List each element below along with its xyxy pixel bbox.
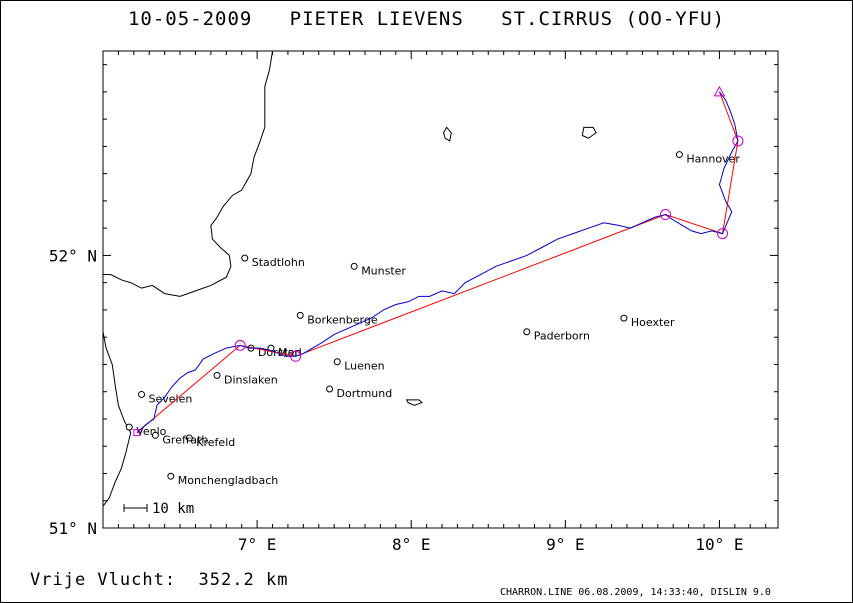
city-label: Grefrath [162, 433, 208, 446]
city-label: Stadtlohn [252, 256, 305, 269]
lake-outline [581, 126, 597, 139]
country-border [102, 331, 132, 507]
finish-marker [713, 85, 726, 97]
city-marker [675, 151, 683, 159]
lake-outline [405, 399, 423, 406]
scale-bar: 10 km [123, 501, 194, 517]
turnpoints [133, 85, 744, 437]
y-axis-label: 51° N [49, 519, 97, 538]
city-label: Dinslaken [224, 373, 278, 386]
city-marker [333, 358, 341, 366]
scale-bar-label: 10 km [152, 501, 194, 517]
turnpoint-marker [717, 228, 729, 240]
flight-track [136, 91, 739, 433]
footer-credit: CHARRON.LINE 06.08.2009, 14:33:40, DISLI… [500, 587, 771, 598]
city-label: Paderborn [534, 330, 590, 343]
axis-labels: 7° E 8° E 9° E 10° E 52° N 51° N [49, 246, 744, 554]
city-marker [138, 390, 146, 398]
city-marker [296, 311, 304, 319]
plot-frame [102, 50, 779, 529]
track-line [136, 91, 739, 433]
distance-label: Vrije Vlucht: [30, 570, 177, 590]
city-marker [241, 254, 249, 262]
city-label: Luenen [344, 360, 384, 373]
country-border [103, 50, 274, 297]
city-label: Marl [278, 346, 302, 359]
city-label: Dortmund [337, 387, 393, 400]
city-marker [185, 434, 193, 442]
lake-outline [443, 126, 452, 142]
y-axis-label: 52° N [49, 246, 97, 265]
city-marker [151, 431, 159, 439]
city-label: Venlo [136, 425, 166, 438]
flight-date: 10-05-2009 [127, 8, 253, 30]
city-label: Krefeld [196, 436, 235, 449]
city-marker [523, 328, 531, 336]
turnpoint-marker [660, 209, 671, 221]
city-label: Sevelen [149, 392, 193, 405]
city-label: Hoexter [631, 316, 675, 329]
map-title: 10-05-2009 PIETER LIEVENS ST.CIRRUS (OO-… [0, 8, 853, 30]
turnpoint-marker [290, 350, 302, 362]
cities: StadtlohnMunsterBorkenbergeHannoverHoext… [125, 151, 740, 487]
x-axis-label: 9° E [546, 535, 585, 554]
city-label: Monchengladbach [178, 474, 278, 487]
map-frame [102, 50, 779, 529]
city-marker [213, 371, 221, 379]
city-marker [350, 262, 358, 270]
x-axis-label: 10° E [695, 535, 743, 554]
city-marker [125, 423, 133, 431]
turnpoint-marker [234, 339, 246, 351]
city-marker [167, 472, 175, 480]
free-flight-distance: Vrije Vlucht: 352.2 km [30, 570, 288, 590]
lakes [405, 126, 597, 406]
city-marker [620, 314, 628, 322]
pilot-name: PIETER LIEVENS [289, 8, 464, 30]
distance-value: 352.2 km [198, 570, 289, 590]
x-axis-label: 8° E [392, 535, 431, 554]
glider-name: ST.CIRRUS (OO-YFU) [501, 8, 726, 30]
city-label: Hannover [686, 153, 740, 166]
city-label: Munster [361, 264, 406, 277]
start-marker [133, 429, 141, 437]
x-axis-label: 7° E [238, 535, 277, 554]
city-marker [326, 385, 334, 393]
turnpoint-marker [732, 135, 744, 147]
